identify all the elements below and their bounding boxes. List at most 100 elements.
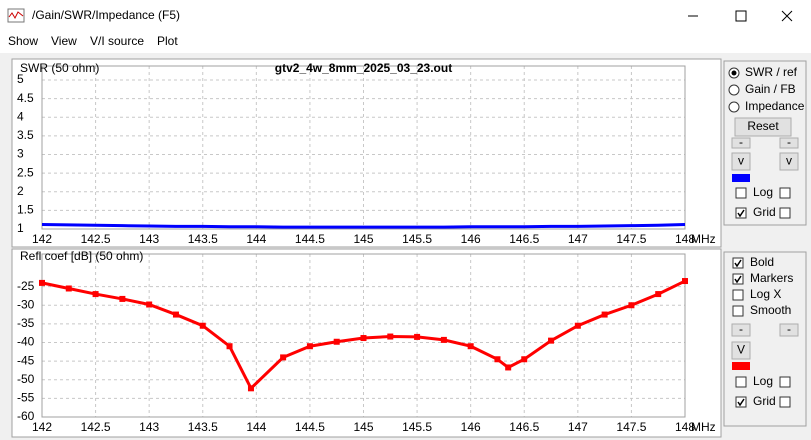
checkbox[interactable] bbox=[735, 187, 747, 199]
y-tick-label: 2 bbox=[17, 184, 24, 198]
y-tick-label: -25 bbox=[17, 279, 35, 293]
maximize[interactable] bbox=[735, 10, 747, 22]
x-tick-label: 146 bbox=[461, 232, 481, 246]
y-tick-label: 2.5 bbox=[17, 165, 34, 179]
chart-frame bbox=[11, 58, 722, 248]
checkbox[interactable] bbox=[732, 305, 744, 317]
y-tick-label: -55 bbox=[17, 391, 35, 405]
marker bbox=[628, 302, 635, 309]
marker bbox=[467, 343, 474, 350]
y-tick-label: 1 bbox=[17, 221, 24, 235]
x-tick-label: 142.5 bbox=[81, 420, 111, 434]
small-button[interactable] bbox=[779, 152, 799, 171]
chart-title: gtv2_4w_8mm_2025_03_23.out bbox=[275, 61, 452, 75]
color-swatch bbox=[732, 174, 750, 182]
small-button-label: - bbox=[787, 135, 791, 149]
marker bbox=[494, 356, 501, 363]
y-tick-label: 5 bbox=[17, 72, 24, 86]
menu-item[interactable]: View bbox=[51, 34, 77, 48]
radio-label: Impedance bbox=[745, 99, 805, 113]
small-button[interactable] bbox=[779, 323, 799, 337]
radio-label: SWR / ref bbox=[745, 65, 798, 79]
small-button-label: v bbox=[738, 154, 744, 168]
small-button-label: - bbox=[787, 322, 791, 336]
radio-dot bbox=[731, 70, 737, 76]
radio[interactable] bbox=[728, 101, 740, 113]
marker bbox=[440, 336, 447, 343]
x-tick-label: 142 bbox=[32, 420, 52, 434]
checkbox[interactable] bbox=[779, 376, 791, 388]
checkbox[interactable] bbox=[735, 396, 747, 408]
marker bbox=[505, 364, 512, 371]
marker bbox=[146, 301, 153, 308]
checkbox[interactable] bbox=[779, 207, 791, 219]
checkbox[interactable] bbox=[735, 376, 747, 388]
marker bbox=[199, 322, 206, 329]
check-label: Grid bbox=[753, 394, 776, 408]
app-icon bbox=[7, 8, 25, 23]
marker bbox=[39, 279, 45, 286]
small-button[interactable] bbox=[731, 341, 751, 360]
menu-item[interactable]: Show bbox=[8, 34, 38, 48]
small-button[interactable] bbox=[731, 323, 751, 337]
x-tick-label: 142 bbox=[32, 232, 52, 246]
close[interactable] bbox=[781, 10, 793, 22]
x-tick-label: 143.5 bbox=[188, 420, 218, 434]
checkbox[interactable] bbox=[735, 207, 747, 219]
y-tick-label: 3 bbox=[17, 147, 24, 161]
menu-item[interactable]: V/I source bbox=[90, 34, 144, 48]
group-box bbox=[723, 60, 807, 226]
marker bbox=[360, 335, 367, 342]
checkbox[interactable] bbox=[732, 289, 744, 301]
marker bbox=[655, 291, 662, 298]
y-tick-label: 4 bbox=[17, 109, 24, 123]
marker bbox=[306, 343, 313, 350]
x-tick-label: 146 bbox=[461, 420, 481, 434]
marker bbox=[601, 311, 608, 318]
series-line bbox=[41, 279, 686, 391]
checkbox[interactable] bbox=[779, 396, 791, 408]
reset-label: Reset bbox=[747, 119, 779, 133]
x-tick-label: 144.5 bbox=[295, 420, 325, 434]
y-tick-label: -40 bbox=[17, 335, 35, 349]
y-tick-label: 4.5 bbox=[17, 91, 34, 105]
window-title: /Gain/SWR/Impedance (F5) bbox=[32, 8, 180, 22]
check-label: Smooth bbox=[750, 303, 791, 317]
check-label: Log X bbox=[750, 287, 781, 301]
x-tick-label: 144 bbox=[246, 420, 266, 434]
x-tick-label: 147 bbox=[568, 232, 588, 246]
small-button-label: - bbox=[739, 135, 743, 149]
x-tick-label: 144 bbox=[246, 232, 266, 246]
check-mark bbox=[737, 398, 745, 407]
check-label: Log bbox=[753, 374, 773, 388]
check-label: Bold bbox=[750, 255, 774, 269]
small-button-label: v bbox=[786, 154, 792, 168]
check-label: Markers bbox=[750, 271, 793, 285]
radio[interactable] bbox=[728, 84, 740, 96]
x-tick-label: 147 bbox=[568, 420, 588, 434]
menu-item[interactable]: Plot bbox=[157, 34, 178, 48]
x-tick-label: 142.5 bbox=[81, 232, 111, 246]
x-tick-label: 148 bbox=[675, 420, 695, 434]
marker bbox=[247, 385, 254, 392]
small-button[interactable] bbox=[779, 137, 799, 149]
x-tick-label: 145.5 bbox=[402, 232, 432, 246]
marker bbox=[119, 295, 126, 302]
marker bbox=[414, 333, 421, 340]
reset-button[interactable] bbox=[734, 117, 792, 137]
small-button[interactable] bbox=[731, 137, 751, 149]
checkbox[interactable] bbox=[779, 187, 791, 199]
x-tick-label: 146.5 bbox=[509, 420, 539, 434]
small-button[interactable] bbox=[731, 152, 751, 171]
checkbox[interactable] bbox=[732, 273, 744, 285]
marker bbox=[280, 354, 287, 361]
checkbox[interactable] bbox=[732, 257, 744, 269]
y-tick-label: -30 bbox=[17, 297, 35, 311]
x-tick-label: 145 bbox=[353, 232, 373, 246]
plot-border bbox=[41, 253, 686, 418]
small-button-label: V bbox=[737, 343, 745, 357]
y-tick-label: 3.5 bbox=[17, 128, 34, 142]
x-tick-label: 143 bbox=[139, 232, 159, 246]
marker bbox=[333, 338, 340, 345]
